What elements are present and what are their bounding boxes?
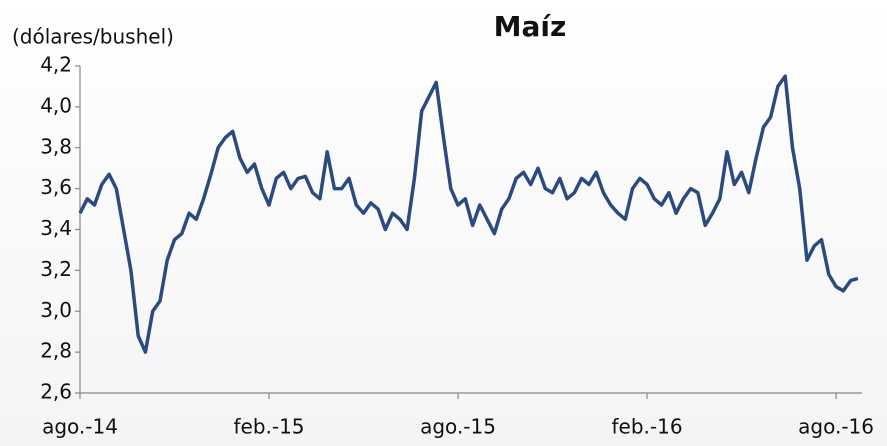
y-tick-label: 3,2 [40,257,72,281]
y-tick-label: 2,8 [40,339,72,363]
y-tick-label: 3,4 [40,216,72,240]
x-tick-label: feb.-16 [612,415,683,439]
line-series [78,74,859,354]
x-tick-label: ago.-14 [42,415,118,439]
y-tick-label: 4,0 [40,93,72,117]
y-tick-label: 2,6 [40,380,72,404]
y-axis-label: (dólares/bushel) [12,25,174,49]
y-tick-label: 3,0 [40,298,72,322]
x-tick-label: ago.-16 [798,415,874,439]
x-tick-label: feb.-15 [233,415,304,439]
y-tick-label: 3,8 [40,134,72,158]
x-tick-label: ago.-15 [420,415,496,439]
y-tick-label: 3,6 [40,175,72,199]
chart-title: Maíz [494,10,567,43]
y-tick-label: 4,2 [40,53,72,77]
